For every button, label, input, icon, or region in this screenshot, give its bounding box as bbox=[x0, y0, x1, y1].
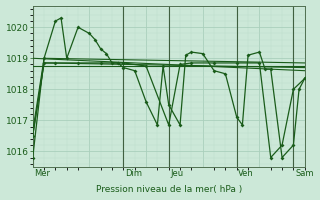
Text: Mer: Mer bbox=[35, 169, 51, 178]
Text: Ven: Ven bbox=[238, 169, 254, 178]
Text: Sam: Sam bbox=[295, 169, 314, 178]
Text: Dim: Dim bbox=[125, 169, 142, 178]
Text: Jeu: Jeu bbox=[171, 169, 184, 178]
X-axis label: Pression niveau de la mer( hPa ): Pression niveau de la mer( hPa ) bbox=[96, 185, 242, 194]
